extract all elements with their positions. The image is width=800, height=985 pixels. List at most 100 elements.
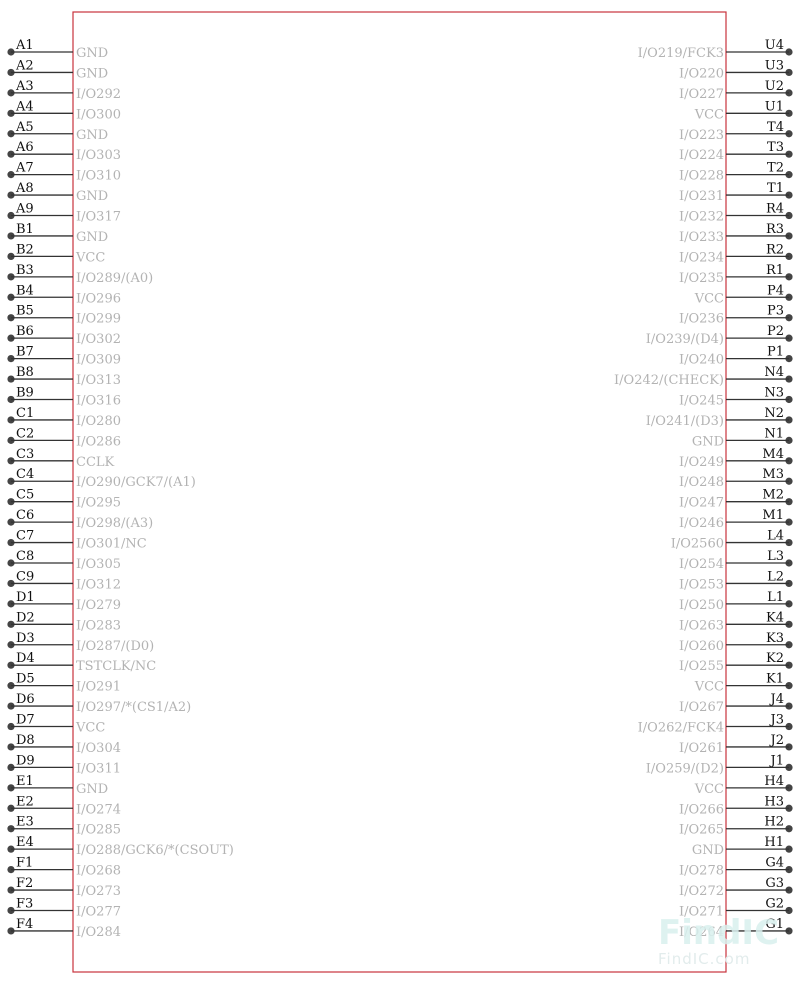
- pin-label: I/O285: [76, 823, 121, 838]
- pin-number: U3: [765, 58, 784, 73]
- pin-label: I/O273: [76, 884, 121, 899]
- pin-m4: M4 I/O249: [679, 447, 793, 470]
- pin-j1: J1 I/O259/(D2): [646, 753, 793, 776]
- pin-number: A3: [15, 79, 34, 94]
- pin-label: I/O236: [679, 312, 724, 327]
- pin-number: D1: [16, 590, 35, 605]
- pin-c5: C5 I/O295: [7, 488, 121, 511]
- pin-number: B7: [16, 345, 34, 360]
- pin-label: I/O266: [679, 802, 724, 817]
- pin-label: VCC: [694, 782, 724, 797]
- pin-number: C2: [16, 426, 34, 441]
- pin-b6: B6 I/O302: [7, 324, 121, 347]
- pin-number: C8: [16, 549, 34, 564]
- pin-label: I/O295: [76, 496, 121, 511]
- pin-b1: B1 GND: [7, 222, 108, 245]
- pin-a7: A7 I/O310: [7, 161, 121, 184]
- pin-label: I/O259/(D2): [646, 761, 724, 776]
- pin-label: I/O260: [679, 639, 724, 654]
- pin-t1: T1 I/O231: [679, 181, 793, 204]
- pin-label: I/O289/(A0): [76, 271, 153, 286]
- pin-u1: U1 VCC: [694, 99, 793, 122]
- pin-number: G2: [765, 896, 784, 911]
- pin-label: I/O239/(D4): [646, 332, 724, 347]
- pin-label: I/O297/*(CS1/A2): [76, 700, 191, 715]
- pin-r2: R2 I/O234: [679, 242, 793, 265]
- pin-number: K1: [766, 672, 784, 687]
- pin-number: P4: [767, 283, 784, 298]
- pin-label: TSTCLK/NC: [76, 659, 156, 674]
- pin-label: GND: [76, 66, 108, 81]
- pin-t2: T2 I/O228: [679, 161, 793, 184]
- pin-p3: P3 I/O236: [679, 304, 793, 327]
- pin-number: A8: [15, 181, 34, 196]
- pin-number: B3: [16, 263, 34, 278]
- pin-number: L3: [767, 549, 784, 564]
- pin-number: D7: [16, 713, 35, 728]
- findic-watermark: FindIC FindIC.com: [658, 913, 779, 968]
- pin-f2: F2 I/O273: [7, 876, 121, 899]
- pin-a8: A8 GND: [7, 181, 108, 204]
- pin-c2: C2 I/O286: [7, 426, 121, 449]
- pin-label: I/O265: [679, 823, 724, 838]
- pin-number: A6: [15, 140, 34, 155]
- pin-label: VCC: [694, 680, 724, 695]
- pin-number: M4: [762, 447, 784, 462]
- pin-number: F1: [16, 856, 33, 871]
- pin-label: I/O301/NC: [76, 537, 147, 552]
- pin-number: L2: [767, 569, 784, 584]
- pin-number: G3: [765, 876, 784, 891]
- pin-label: I/O274: [76, 802, 121, 817]
- pin-label: I/O283: [76, 618, 121, 633]
- pin-l2: L2 I/O253: [679, 569, 793, 592]
- pin-label: I/O245: [679, 393, 724, 408]
- pin-a1: A1 GND: [7, 38, 108, 61]
- pin-label: VCC: [694, 107, 724, 122]
- pin-label: I/O290/GCK7/(A1): [76, 475, 196, 490]
- pin-number: D2: [16, 610, 35, 625]
- pin-number: D4: [16, 651, 35, 666]
- pin-h2: H2 I/O265: [679, 815, 793, 838]
- pin-number: H4: [764, 774, 784, 789]
- pin-label: I/O223: [679, 128, 724, 143]
- pin-d2: D2 I/O283: [7, 610, 121, 633]
- pin-b4: B4 I/O296: [7, 283, 121, 306]
- pin-g1: G1 I/O264: [679, 917, 793, 940]
- pin-d5: D5 I/O291: [7, 672, 121, 695]
- pin-label: I/O312: [76, 577, 121, 592]
- pin-label: VCC: [75, 250, 105, 265]
- pin-label: I/O264: [679, 925, 724, 940]
- pin-label: I/O2560: [671, 537, 724, 552]
- pin-label: I/O261: [679, 741, 724, 756]
- pin-k2: K2 I/O255: [679, 651, 793, 674]
- pin-number: E3: [16, 815, 34, 830]
- pin-number: T1: [767, 181, 784, 196]
- pin-label: I/O302: [76, 332, 121, 347]
- pin-label: VCC: [694, 291, 724, 306]
- pin-number: M3: [762, 467, 784, 482]
- pin-number: U4: [765, 38, 784, 53]
- pin-number: A7: [15, 161, 34, 176]
- pin-number: U2: [765, 79, 784, 94]
- pin-number: R1: [766, 263, 784, 278]
- pin-number: K2: [766, 651, 784, 666]
- pin-label: I/O305: [76, 557, 121, 572]
- pin-label: I/O268: [76, 864, 121, 879]
- pin-label: I/O247: [679, 496, 724, 511]
- pin-label: I/O278: [679, 864, 724, 879]
- pin-d4: D4 TSTCLK/NC: [7, 651, 156, 674]
- pin-a3: A3 I/O292: [7, 79, 121, 102]
- pin-n4: N4 I/O242/(CHECK): [614, 365, 793, 388]
- pin-u3: U3 I/O220: [679, 58, 793, 81]
- pin-number: A5: [15, 120, 34, 135]
- pin-number: N3: [764, 385, 784, 400]
- pin-number: G1: [765, 917, 784, 932]
- pin-e2: E2 I/O274: [7, 794, 121, 817]
- pin-number: C4: [16, 467, 34, 482]
- pin-label: I/O311: [76, 761, 121, 776]
- pin-label: I/O253: [679, 577, 724, 592]
- pin-number: A1: [15, 38, 34, 53]
- pin-h1: H1 GND: [692, 835, 793, 858]
- pin-label: I/O227: [679, 87, 724, 102]
